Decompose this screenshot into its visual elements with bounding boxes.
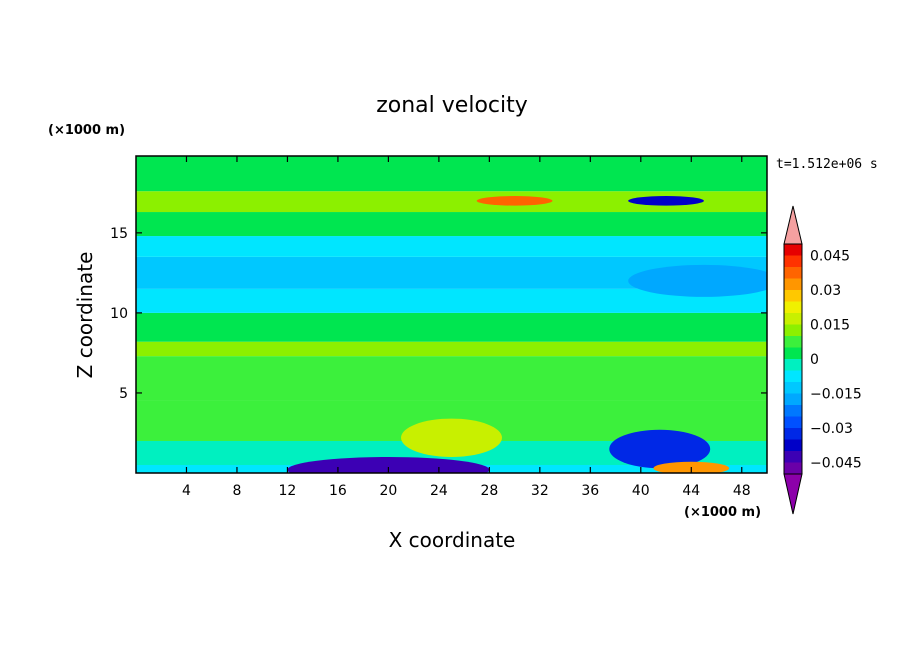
z-tick-label: 10: [110, 306, 128, 322]
colorbar-tick-label: −0.03: [810, 421, 853, 437]
x-tick-label: 44: [682, 483, 700, 499]
z-unit-label: (×1000 m): [48, 123, 125, 138]
field-feature: [628, 196, 704, 206]
x-axis-label: X coordinate: [389, 528, 516, 552]
colorbar-segment: [784, 290, 802, 302]
field-band: [136, 156, 767, 192]
x-tick-label: 40: [632, 483, 650, 499]
field-feature: [609, 429, 711, 469]
z-axis-label: Z coordinate: [73, 252, 97, 379]
colorbar-segment: [784, 428, 802, 440]
x-tick-label: 48: [733, 483, 751, 499]
colorbar-tick-label: 0.045: [810, 249, 850, 265]
x-tick-label: 8: [232, 483, 241, 499]
colorbar-segment: [784, 244, 802, 256]
colorbar-over-triangle: [783, 205, 803, 245]
colorbar: 0.045 0.03 0.015 0 −0.015 −0.03 −0.045: [783, 205, 862, 515]
z-axis-ticks: 5 10 15: [110, 226, 767, 402]
colorbar-frame: [783, 243, 803, 475]
time-label: t=1.512e+06 s: [776, 157, 878, 172]
x-tick-label: 20: [379, 483, 397, 499]
field-band: [136, 236, 767, 257]
x-tick-label: 16: [329, 483, 347, 499]
colorbar-segment: [784, 370, 802, 382]
plot-area: [136, 156, 767, 473]
colorbar-segment: [784, 267, 802, 279]
x-tick-label: 4: [182, 483, 191, 499]
x-tick-label: 28: [480, 483, 498, 499]
x-tick-label: 12: [279, 483, 297, 499]
field-feature: [401, 418, 502, 457]
z-tick-label: 15: [110, 226, 128, 242]
colorbar-segment: [784, 462, 802, 474]
x-tick-label: 24: [430, 483, 448, 499]
field-band: [136, 341, 767, 357]
colorbar-segment: [784, 405, 802, 417]
colorbar-tick-label: 0.015: [810, 318, 850, 334]
colorbar-segment: [784, 359, 802, 371]
colorbar-segment: [784, 301, 802, 313]
colorbar-segment: [784, 336, 802, 348]
x-tick-label: 36: [581, 483, 599, 499]
plot-frame: [135, 155, 768, 474]
colorbar-segment: [784, 324, 802, 336]
colorbar-segment: [784, 382, 802, 394]
colorbar-segment: [784, 439, 802, 451]
field-band: [136, 356, 767, 401]
colorbar-under-triangle: [783, 473, 803, 515]
colorbar-segment: [784, 416, 802, 428]
field-band: [136, 212, 767, 237]
field-feature: [628, 264, 767, 297]
colorbar-segment: [784, 278, 802, 290]
colorbar-tick-label: 0.03: [810, 283, 841, 299]
x-unit-label: (×1000 m): [684, 505, 761, 520]
colorbar-tick-label: −0.045: [810, 456, 862, 472]
x-axis-ticks: 4 8 12 16 20 24 28 32 36 40 44 48: [182, 156, 751, 499]
field-band: [136, 191, 767, 213]
colorbar-tick-label: 0: [810, 352, 819, 368]
colorbar-segment: [784, 393, 802, 405]
colorbar-segment: [784, 451, 802, 463]
colorbar-segment: [784, 313, 802, 325]
x-tick-label: 32: [531, 483, 549, 499]
colorbar-segment: [784, 255, 802, 267]
colorbar-segment: [784, 347, 802, 359]
chart-title: zonal velocity: [376, 93, 528, 118]
colorbar-tick-label: −0.015: [810, 387, 862, 403]
field-feature: [476, 196, 553, 206]
z-tick-label: 5: [119, 386, 128, 402]
field-band: [136, 312, 767, 342]
